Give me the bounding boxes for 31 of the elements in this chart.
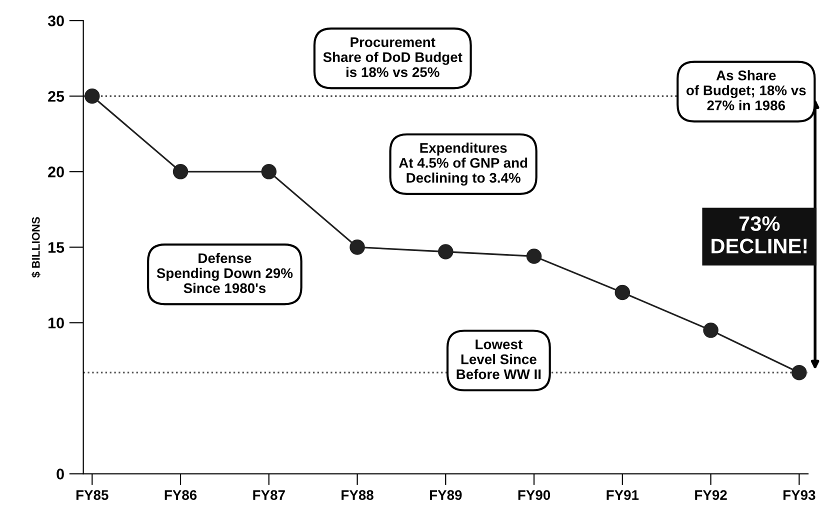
- point: [350, 240, 365, 255]
- point: [614, 284, 630, 300]
- y-axis-title: $ BILLIONS: [31, 217, 41, 278]
- x-tick-label: FY86: [164, 490, 197, 500]
- y-tick-label: 15: [48, 242, 64, 253]
- x-tick-label: FY87: [253, 490, 285, 500]
- point: [703, 322, 718, 338]
- x-tick-label: FY88: [342, 490, 374, 500]
- x-tick-label: FY91: [606, 490, 639, 500]
- y-tick-label: 25: [48, 91, 64, 102]
- annotation: Defense Spending Down 29% Since 1980's: [156, 252, 293, 294]
- point: [172, 164, 188, 180]
- point: [792, 364, 807, 380]
- y-tick-label: 30: [48, 15, 64, 26]
- y-tick-label: 10: [48, 318, 64, 328]
- y-tick-label: 0: [56, 468, 64, 480]
- annotation: As Share of Budget; 18% vs 27% in 1986: [686, 70, 806, 110]
- x-tick-label: FY89: [430, 490, 462, 500]
- x-tick-label: FY92: [695, 490, 727, 500]
- x-tick-label: FY93: [784, 490, 816, 500]
- point: [526, 248, 542, 264]
- annotation: Expenditures At 4.5% of GNP and Declining to 3.4%: [398, 142, 528, 186]
- x-tick-label: FY85: [76, 490, 108, 500]
- point: [261, 164, 277, 180]
- annotation: Procurement Share of DoD Budget is 18% vs 25%: [323, 37, 462, 78]
- y-tick-label: 20: [48, 166, 64, 178]
- point: [84, 88, 100, 104]
- x-tick-label: FY90: [518, 490, 550, 500]
- annotation: 73% DECLINE!: [712, 216, 807, 254]
- annotation: Lowest Level Since Before WW II: [456, 340, 541, 380]
- point: [438, 244, 454, 260]
